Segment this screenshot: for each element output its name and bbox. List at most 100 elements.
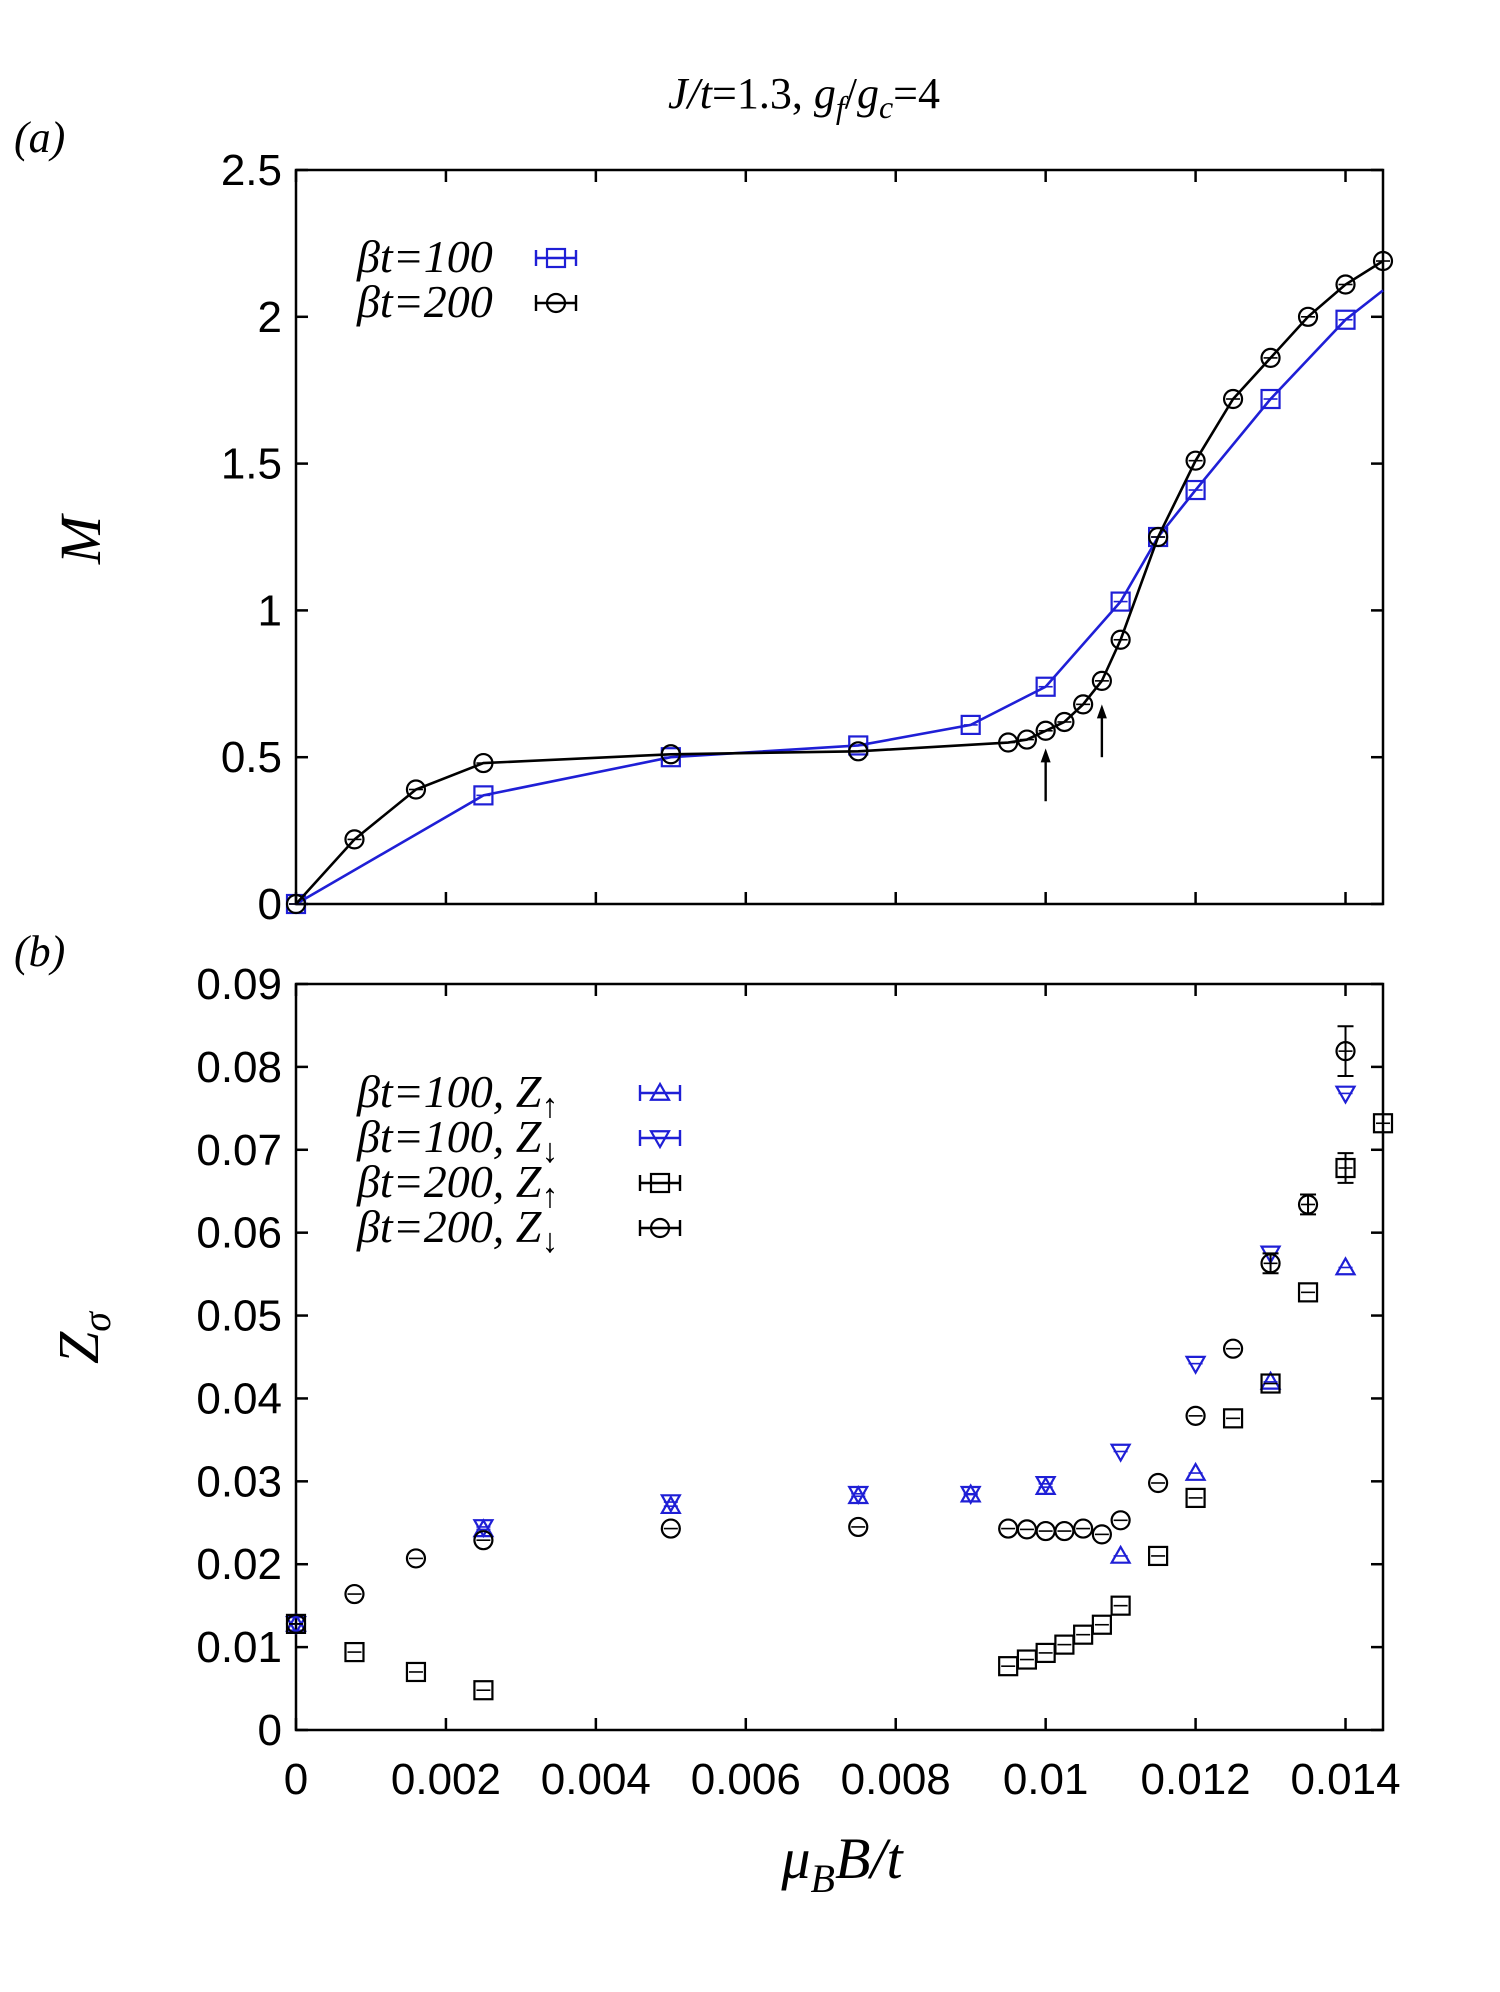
data-point-circle [848, 1516, 869, 1538]
legend-label: βt=200, Z↓ [356, 1201, 558, 1260]
panel-b-y-axis-label: Zσ [46, 1311, 119, 1364]
data-point-circle [1110, 1510, 1131, 1531]
legend-beta: β [356, 276, 380, 327]
y-tick-label: 0.07 [196, 1126, 282, 1175]
data-point-triangle-up [285, 1612, 307, 1632]
data-point-square [1372, 1113, 1394, 1134]
data-point-circle [1035, 720, 1056, 741]
data-point-circle [1260, 347, 1281, 369]
data-point-circle [848, 741, 869, 762]
series-3 [285, 1025, 1356, 1635]
y-tick-label: 0.03 [196, 1457, 282, 1506]
data-point-circle [660, 744, 681, 765]
legend-rest: =100 [393, 231, 493, 282]
data-point-circle [1110, 629, 1131, 650]
plot-frame [294, 168, 1385, 906]
data-point-circle [473, 752, 494, 774]
data-point-triangle-down [1034, 1475, 1057, 1496]
series-0 [285, 1256, 1357, 1632]
data-point-square [1110, 591, 1131, 612]
data-point-triangle-down [1184, 1355, 1207, 1375]
data-point-circle [998, 732, 1019, 753]
data-point-circle [1016, 729, 1038, 750]
data-point-circle [1297, 1194, 1319, 1215]
data-point-circle [1335, 1041, 1356, 1062]
data-point-circle [660, 1518, 681, 1539]
y-tick-label: 0.09 [196, 960, 282, 1009]
data-point-square [1185, 1487, 1206, 1509]
legend-z: Z [516, 1066, 542, 1117]
data-point-square [545, 247, 567, 269]
data-point-square [649, 1172, 671, 1194]
panel-b-chart: 0 0.002 0.004 0.006 0.008 0.01 0.012 0.014 0 0.01… [196, 960, 1400, 1804]
legend-arrow: ↑ [541, 1088, 558, 1125]
legend-rest: =200, [393, 1201, 516, 1252]
data-point-triangle-down [649, 1130, 671, 1150]
data-point-circle [545, 292, 567, 314]
data-point-triangle-up [1334, 1256, 1357, 1276]
x-tick-label: 0.006 [691, 1755, 801, 1804]
data-point-triangle-down [472, 1519, 495, 1539]
legend-z: Z [516, 1201, 542, 1252]
legend-rest: =100, [393, 1066, 516, 1117]
data-point-circle [1185, 1405, 1206, 1426]
y-tick-label: 1.5 [221, 440, 282, 489]
data-point-triangle-up [1109, 1544, 1132, 1564]
data-point-circle [285, 893, 307, 915]
legend-label: βt=100 [356, 231, 493, 282]
x-axis-label: μBB/t [780, 1826, 904, 1901]
y-tick-label: 0.02 [196, 1540, 282, 1589]
legend-beta: β [356, 1111, 380, 1162]
legend-label: βt=100, Z↓ [356, 1111, 558, 1170]
y-tick-label: 1 [258, 586, 282, 635]
legend-arrow: ↓ [541, 1223, 558, 1260]
legend-beta: β [356, 1201, 380, 1252]
legend-arrow: ↑ [541, 1178, 558, 1215]
legend-label: βt=200 [356, 276, 493, 327]
series-line [295, 289, 1384, 906]
data-point-triangle-down [659, 1494, 682, 1514]
data-point-square [848, 735, 869, 756]
annotation-arrowhead [1040, 748, 1051, 763]
y-tick-label: 0.5 [221, 733, 282, 782]
data-point-circle [1372, 250, 1394, 272]
panel-a-y-axis-label: M [48, 513, 113, 565]
legend-t: t [380, 231, 394, 282]
data-point-square [1091, 1614, 1112, 1635]
data-point-square [1185, 479, 1206, 501]
legend-t: t [380, 276, 394, 327]
data-point-triangle-down [1334, 1085, 1357, 1105]
data-point-circle [1222, 388, 1244, 410]
data-point-square [405, 1661, 427, 1683]
legend-z: Z [516, 1156, 542, 1207]
y-tick-label: 0.06 [196, 1209, 282, 1258]
plot-frame [294, 982, 1385, 1732]
data-point-circle [1148, 1472, 1169, 1494]
series-line [295, 259, 1384, 905]
x-tick-label: 0.01 [1003, 1755, 1089, 1804]
data-point-square [1335, 309, 1356, 330]
figure-title: J/t=1.3, gf/gc=4 [668, 69, 940, 125]
y-tick-label: 0.05 [196, 1292, 282, 1341]
legend-beta: β [356, 1156, 380, 1207]
data-point-circle [1297, 306, 1319, 327]
data-point-circle [285, 1613, 307, 1635]
data-point-circle [1148, 526, 1169, 548]
data-point-triangle-down [847, 1485, 870, 1505]
legend-t: t [380, 1066, 394, 1117]
data-point-circle [1054, 711, 1075, 733]
data-point-square [1222, 1408, 1244, 1429]
y-tick-label: 0 [258, 880, 282, 929]
data-point-square [1297, 1282, 1319, 1303]
data-point-triangle-up [1259, 1370, 1282, 1390]
y-tick-label: 0.01 [196, 1623, 282, 1672]
data-point-circle [1260, 1253, 1281, 1274]
data-point-circle [1073, 694, 1094, 715]
legend-rest: =200, [393, 1156, 516, 1207]
data-point-circle [1335, 274, 1356, 295]
y-tick-label: 0.08 [196, 1043, 282, 1092]
legend-t: t [380, 1111, 394, 1162]
legend-rest: =200 [393, 276, 493, 327]
series-2 [285, 1113, 1394, 1701]
